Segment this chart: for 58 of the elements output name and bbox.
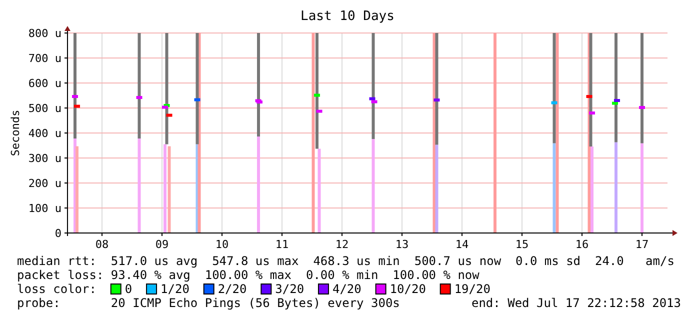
x-tick-label: 13 bbox=[395, 238, 409, 251]
x-tick-label: 11 bbox=[275, 238, 289, 251]
legend-label: 19/20 bbox=[454, 282, 490, 296]
bar bbox=[372, 139, 375, 233]
x-tick-label: 17 bbox=[635, 238, 649, 251]
bar bbox=[552, 33, 556, 144]
bar bbox=[165, 33, 168, 144]
text: probe: 20 ICMP Echo Pings (56 Bytes) every 300s bbox=[17, 296, 400, 310]
y-tick-label: 0 bbox=[54, 226, 62, 240]
y-tick-label: 400 u bbox=[28, 126, 62, 140]
x-tick-label: 08 bbox=[95, 238, 109, 251]
bar bbox=[435, 33, 438, 145]
y-axis-title: Seconds bbox=[9, 110, 22, 156]
legend-label: 1/20 bbox=[160, 282, 190, 296]
x-tick-label: 12 bbox=[335, 238, 349, 251]
bar bbox=[138, 138, 141, 233]
x-tick-label: 14 bbox=[455, 238, 469, 251]
x-tick-label: 09 bbox=[155, 238, 169, 251]
bar bbox=[614, 142, 618, 233]
legend-title: loss color: bbox=[17, 282, 96, 296]
y-tick-label: 600 u bbox=[28, 76, 62, 90]
bar bbox=[318, 148, 321, 233]
legend-label: 4/20 bbox=[332, 282, 362, 296]
bar bbox=[196, 33, 199, 144]
bar bbox=[316, 33, 318, 149]
bar bbox=[74, 33, 76, 138]
bar bbox=[640, 143, 644, 233]
x-tick-label: 15 bbox=[515, 238, 529, 251]
bar bbox=[589, 33, 592, 146]
legend-label: 0 bbox=[124, 282, 132, 296]
x-tick-label: 10 bbox=[215, 238, 229, 251]
bar bbox=[614, 33, 618, 142]
y-tick-label: 700 u bbox=[28, 52, 62, 65]
bar bbox=[556, 33, 559, 233]
bar bbox=[372, 33, 375, 139]
bar bbox=[138, 33, 141, 138]
legend-label: 3/20 bbox=[275, 282, 304, 296]
y-tick-label: 300 u bbox=[28, 152, 62, 165]
bar bbox=[164, 144, 166, 233]
text: end: Wed Jul 17 22:12:58 2013 bbox=[471, 296, 681, 310]
chart-title: Last 10 Days bbox=[300, 9, 394, 24]
y-tick-label: 800 u bbox=[28, 26, 62, 40]
bar bbox=[257, 136, 260, 233]
y-tick-label: 500 u bbox=[28, 102, 62, 115]
bar bbox=[312, 33, 315, 233]
y-tick-label: 100 u bbox=[28, 202, 62, 215]
bar bbox=[435, 144, 438, 233]
y-tick-label: 200 u bbox=[28, 176, 62, 190]
bar bbox=[590, 146, 594, 233]
x-tick-label: 16 bbox=[575, 238, 589, 251]
bar bbox=[257, 33, 260, 136]
text: median rtt: 517.0 us avg 547.8 us max 468.3 us min 500.7 us now 0.0 ms sd 24.0 am/s bbox=[17, 254, 674, 268]
legend-label: 10/20 bbox=[390, 282, 426, 296]
legend-label: 2/20 bbox=[218, 282, 247, 296]
text: packet loss: 93.40 % avg 100.00 % max 0.00 % min 100.00 % now bbox=[17, 268, 480, 282]
bar bbox=[552, 143, 556, 233]
bar bbox=[494, 33, 496, 233]
bar bbox=[640, 33, 644, 144]
